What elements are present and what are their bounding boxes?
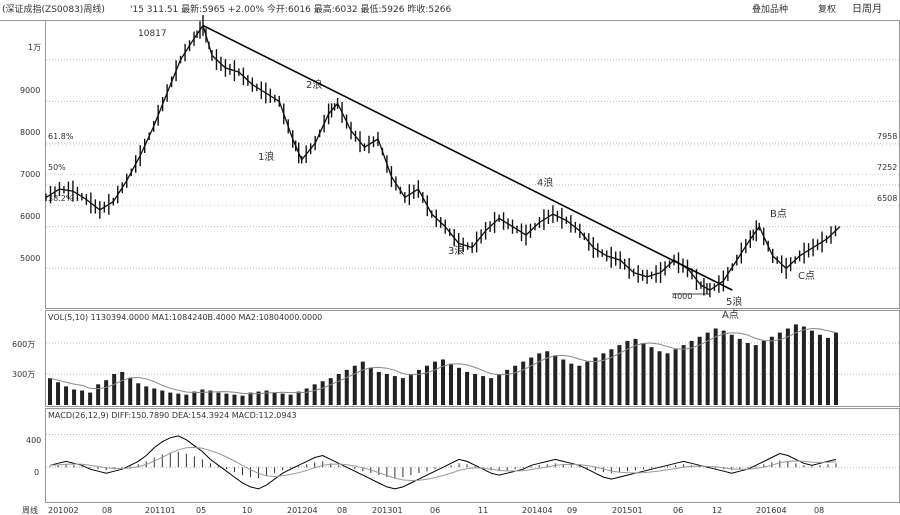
price-tick-3: 7000: [20, 170, 40, 179]
x-label-12: 09: [567, 506, 577, 515]
x-label-3: 201101: [145, 506, 176, 515]
price-tick-5: 5000: [20, 254, 40, 263]
trendline: [202, 24, 733, 291]
annot-a-point: A点: [722, 309, 739, 321]
macd-diff-line: [49, 435, 837, 490]
fib-right-7958: 7958: [877, 132, 897, 141]
annot-wave2: 2浪: [306, 78, 322, 91]
volume-tick-1: 300万: [12, 370, 35, 379]
x-axis: 周线 201002 08 201101 05 10 201204 08 2013…: [22, 505, 824, 515]
x-label-8: 201301: [372, 506, 403, 515]
annot-wave3: 3浪: [448, 244, 464, 257]
x-label-5: 10: [242, 506, 252, 515]
volume-title: VOL(5,10) 1130394.0000 MA1:1084240B.4000…: [48, 313, 322, 322]
macd-title: MACD(26,12,9) DIFF:150.7890 DEA:154.3924…: [48, 411, 297, 420]
x-label-6: 201204: [287, 506, 318, 515]
price-tick-1: 9000: [20, 86, 40, 95]
x-label-15: 12: [712, 506, 722, 515]
x-label-14: 06: [673, 506, 683, 515]
volume-ma-line: [49, 327, 837, 395]
macd-tick-0: 400: [26, 436, 41, 445]
price-tick-0: 1万: [28, 43, 41, 52]
quote-text: '15 311.51 最新:5965 +2.00% 今开:6016 最高:603…: [130, 3, 452, 15]
x-label-7: 08: [337, 506, 347, 515]
annot-wave5: 5浪: [726, 295, 742, 308]
macd-dea-line: [49, 446, 837, 482]
macd-panel[interactable]: [45, 408, 900, 503]
restore-button[interactable]: 复权: [818, 3, 836, 15]
x-label-4: 05: [196, 506, 206, 515]
fib-left-50: 50%: [48, 163, 66, 172]
price-line: [45, 24, 841, 291]
period-buttons[interactable]: 日周月: [852, 3, 882, 15]
fib-left-382: 38.2%: [48, 194, 74, 203]
overlay-button[interactable]: 叠加品种: [752, 3, 788, 15]
x-label-16: 201604: [756, 506, 787, 515]
x-label-13: 201501: [612, 506, 643, 515]
price-tick-2: 8000: [20, 128, 40, 137]
annot-c-point: C点: [798, 270, 815, 282]
price-tick-4: 6000: [20, 212, 40, 221]
fib-right-6508: 6508: [877, 194, 897, 203]
annot-peak: 10817: [138, 29, 167, 39]
annot-wave1: 1浪: [258, 150, 274, 163]
x-label-11: 201404: [522, 506, 553, 515]
annot-b-point: B点: [770, 208, 787, 220]
x-label-9: 06: [430, 506, 440, 515]
chart-marks: [45, 15, 899, 490]
x-label-1: 201002: [48, 506, 79, 515]
price-y-axis: 1万 9000 8000 7000 6000 5000: [20, 43, 41, 263]
fib-right-7252: 7252: [877, 163, 897, 172]
x-label-2: 08: [102, 506, 112, 515]
fib-left-618: 61.8%: [48, 132, 74, 141]
x-label-17: 08: [814, 506, 824, 515]
macd-tick-1: 0: [34, 468, 39, 477]
volume-tick-0: 600万: [12, 340, 35, 349]
x-label-10: 11: [478, 506, 488, 515]
price-panel[interactable]: [45, 20, 900, 309]
annot-4000: 4000: [672, 292, 692, 301]
x-label-0: 周线: [22, 505, 38, 515]
annot-wave4: 4浪: [537, 176, 553, 189]
index-name: (深证成指(ZS0083)周线): [2, 3, 105, 15]
